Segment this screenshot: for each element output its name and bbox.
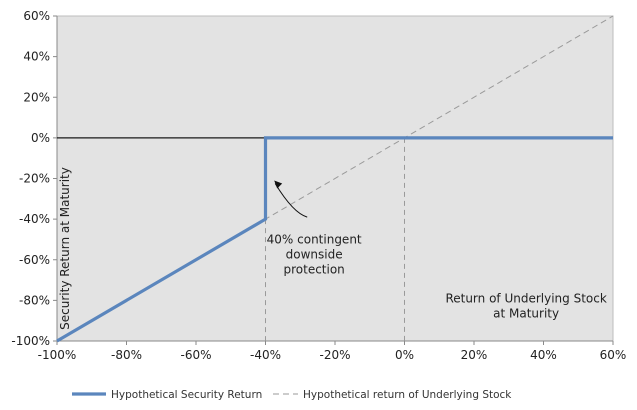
x-tick-label: -60% xyxy=(180,348,211,362)
x-tick-label: -80% xyxy=(111,348,142,362)
x-tick-label: 60% xyxy=(600,348,627,362)
y-tick-label: -100% xyxy=(11,334,50,348)
x-tick-label: -20% xyxy=(319,348,350,362)
y-tick-label: 60% xyxy=(23,9,50,23)
series-line-underlying-stock xyxy=(56,15,614,342)
y-tick-label: 40% xyxy=(23,50,50,64)
y-tick-label: -60% xyxy=(19,253,50,267)
series-line-security-return xyxy=(56,136,613,343)
x-axis-label: Return of Underlying Stock at Maturity xyxy=(445,291,606,320)
x-tick-label: 20% xyxy=(461,348,488,362)
x-tick-label: 0% xyxy=(395,348,414,362)
x-tick-label: -40% xyxy=(250,348,281,362)
y-axis-label: Security Return at Maturity xyxy=(58,167,72,330)
y-tick-label: -40% xyxy=(19,212,50,226)
x-tick-label: 40% xyxy=(530,348,557,362)
annotation-text: 40% contingent downside protection xyxy=(267,233,362,277)
legend-label-security-return: Hypothetical Security Return xyxy=(111,389,262,401)
y-tick-label: -80% xyxy=(19,293,50,307)
x-tick-label: -100% xyxy=(38,348,77,362)
y-tick-label: 0% xyxy=(31,131,50,145)
legend-label-underlying-stock: Hypothetical return of Underlying Stock xyxy=(303,389,512,401)
annotation-arrow xyxy=(274,183,308,218)
annotation-arrowhead xyxy=(274,180,283,189)
y-tick-label: 20% xyxy=(23,90,50,104)
y-tick-label: -20% xyxy=(19,172,50,186)
